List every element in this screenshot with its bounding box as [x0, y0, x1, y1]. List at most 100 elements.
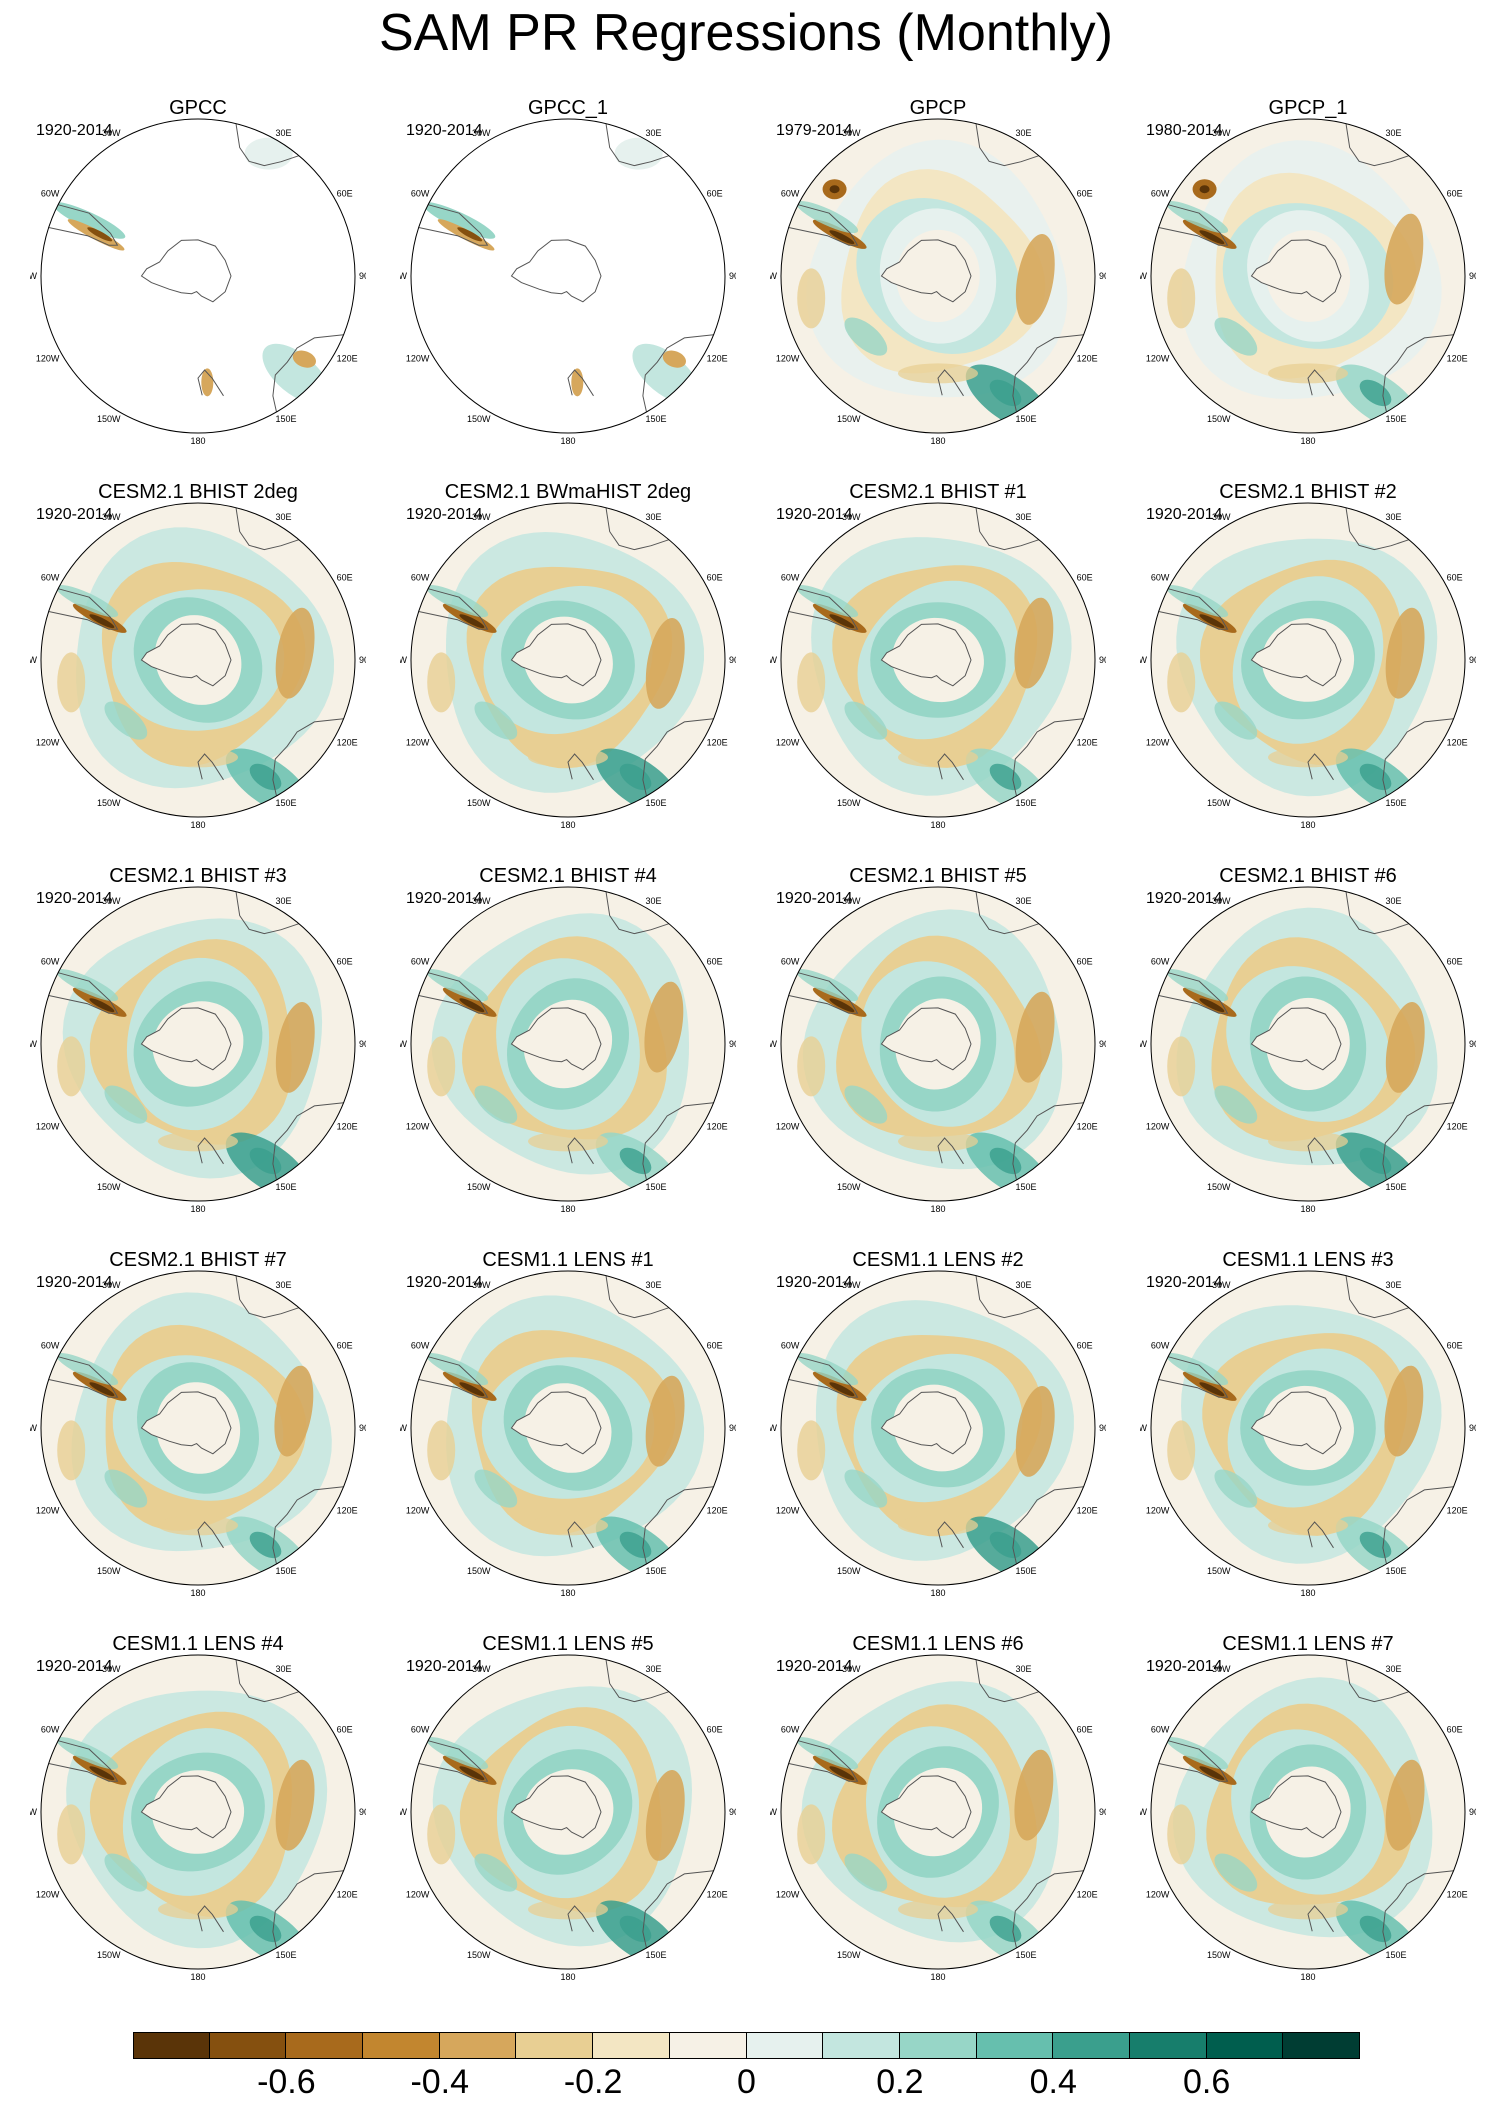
- colorbar-cell: [439, 2032, 517, 2059]
- longitude-label: 120W: [406, 738, 430, 748]
- longitude-label: 90E: [729, 271, 736, 281]
- colorbar-cell: [209, 2032, 287, 2059]
- polar-map: 030E60E90E120E150E180150W120W90W60W30W: [400, 502, 736, 830]
- contour-field: [781, 887, 1095, 1201]
- contour-field: [1151, 1271, 1465, 1585]
- longitude-label: 90W: [400, 1807, 407, 1817]
- map-boundary: [780, 886, 1096, 1202]
- longitude-label: 120E: [1077, 1890, 1098, 1900]
- longitude-label: 30W: [472, 1280, 491, 1290]
- longitude-label: 120W: [776, 1506, 800, 1516]
- contour-field: [1151, 119, 1465, 433]
- longitude-label: 60W: [781, 957, 800, 967]
- longitude-label: 60W: [411, 189, 430, 199]
- colorbar-cell: [669, 2032, 747, 2059]
- longitude-label: 90E: [359, 655, 366, 665]
- map-boundary: [410, 1270, 726, 1586]
- longitude-label: 60E: [1447, 1341, 1463, 1351]
- longitude-label: 150E: [1016, 414, 1037, 424]
- map-boundary: [40, 1654, 356, 1970]
- panel-title: CESM1.1 LENS #2: [852, 1249, 1024, 1271]
- longitude-label: 60W: [411, 1725, 430, 1735]
- longitude-label: 120E: [1077, 354, 1098, 364]
- map-panel: CESM2.1 BHIST #51920-2014030E60E90E120E1…: [770, 864, 1106, 1244]
- longitude-label: 90E: [1469, 655, 1476, 665]
- colorbar-tick-label: 0.2: [876, 2063, 924, 2101]
- panel-title: CESM2.1 BHIST #6: [1219, 865, 1397, 887]
- longitude-label: 120W: [406, 354, 430, 364]
- polar-map: 030E60E90E120E150E180150W120W90W60W30W: [1140, 118, 1476, 446]
- longitude-label: 120E: [1447, 738, 1468, 748]
- contour-field: [411, 503, 725, 817]
- panel-title: CESM2.1 BHIST #5: [849, 865, 1027, 887]
- longitude-label: 30W: [842, 512, 861, 522]
- longitude-label: 150W: [467, 1182, 491, 1192]
- longitude-label: 150W: [467, 1566, 491, 1576]
- longitude-label: 150E: [276, 1182, 297, 1192]
- longitude-label: 120E: [337, 1890, 358, 1900]
- longitude-label: 30E: [276, 128, 292, 138]
- map-panel: CESM2.1 BHIST #61920-2014030E60E90E120E1…: [1140, 864, 1476, 1244]
- map-panel: CESM2.1 BHIST #11920-2014030E60E90E120E1…: [770, 480, 1106, 860]
- longitude-label: 90W: [30, 271, 37, 281]
- longitude-label: 90W: [30, 1807, 37, 1817]
- longitude-label: 150E: [276, 798, 297, 808]
- longitude-label: 90E: [1099, 1423, 1106, 1433]
- map-panel: GPCC_11920-2014030E60E90E120E150E180150W…: [400, 96, 736, 476]
- longitude-label: 180: [930, 820, 945, 830]
- panel-period: 1920-2014: [776, 1658, 853, 1675]
- map-panel: CESM1.1 LENS #61920-2014030E60E90E120E15…: [770, 1632, 1106, 2012]
- longitude-label: 180: [190, 820, 205, 830]
- colorbar-tick-label: 0.4: [1029, 2063, 1077, 2101]
- longitude-label: 150W: [97, 1182, 121, 1192]
- map-panel: CESM1.1 LENS #71920-2014030E60E90E120E15…: [1140, 1632, 1476, 2012]
- longitude-label: 120E: [707, 1890, 728, 1900]
- longitude-label: 30W: [472, 1664, 491, 1674]
- longitude-label: 180: [1300, 820, 1315, 830]
- map-boundary: [1150, 1654, 1466, 1970]
- longitude-label: 90W: [770, 655, 777, 665]
- longitude-label: 30W: [1212, 512, 1231, 522]
- longitude-label: 150W: [97, 414, 121, 424]
- polar-map: 030E60E90E120E150E180150W120W90W60W30W: [30, 1654, 366, 1982]
- colorbar-cell: [363, 2032, 440, 2059]
- contour-field: [781, 503, 1095, 817]
- longitude-label: 30E: [646, 1280, 662, 1290]
- contour-field: [411, 887, 725, 1201]
- colorbar-cell: [593, 2032, 670, 2059]
- colorbar-cell: [133, 2032, 210, 2059]
- panel-period: 1920-2014: [1146, 1274, 1223, 1291]
- longitude-label: 120E: [337, 354, 358, 364]
- longitude-label: 120W: [1146, 1506, 1170, 1516]
- panel-title: GPCC_1: [527, 97, 609, 119]
- longitude-label: 60E: [1077, 573, 1093, 583]
- panel-title: GPCC: [169, 97, 227, 119]
- longitude-label: 150E: [276, 1950, 297, 1960]
- longitude-label: 30W: [1212, 128, 1231, 138]
- longitude-label: 120E: [1447, 1890, 1468, 1900]
- longitude-label: 180: [930, 436, 945, 446]
- colorbar-tick-label: 0.6: [1182, 2063, 1231, 2101]
- longitude-label: 120W: [776, 354, 800, 364]
- colorbar-cell: [746, 2032, 824, 2059]
- longitude-label: 90W: [400, 1039, 407, 1049]
- longitude-label: 60E: [337, 573, 353, 583]
- panel-period: 1920-2014: [36, 890, 113, 907]
- longitude-label: 30E: [646, 128, 662, 138]
- longitude-label: 90W: [1140, 1423, 1147, 1433]
- longitude-label: 90W: [30, 655, 37, 665]
- longitude-label: 150W: [467, 798, 491, 808]
- longitude-label: 180: [190, 1972, 205, 1982]
- map-panel: CESM2.1 BHIST #21920-2014030E60E90E120E1…: [1140, 480, 1476, 860]
- longitude-label: 150E: [1386, 1566, 1407, 1576]
- longitude-label: 120W: [36, 1890, 60, 1900]
- longitude-label: 180: [1300, 1588, 1315, 1598]
- longitude-label: 60W: [781, 1341, 800, 1351]
- longitude-label: 150W: [97, 798, 121, 808]
- longitude-label: 30E: [1386, 896, 1402, 906]
- colorbar-cell: [1283, 2032, 1360, 2059]
- longitude-label: 180: [930, 1204, 945, 1214]
- longitude-label: 120W: [406, 1506, 430, 1516]
- longitude-label: 90W: [30, 1039, 37, 1049]
- panel-period: 1920-2014: [36, 506, 113, 523]
